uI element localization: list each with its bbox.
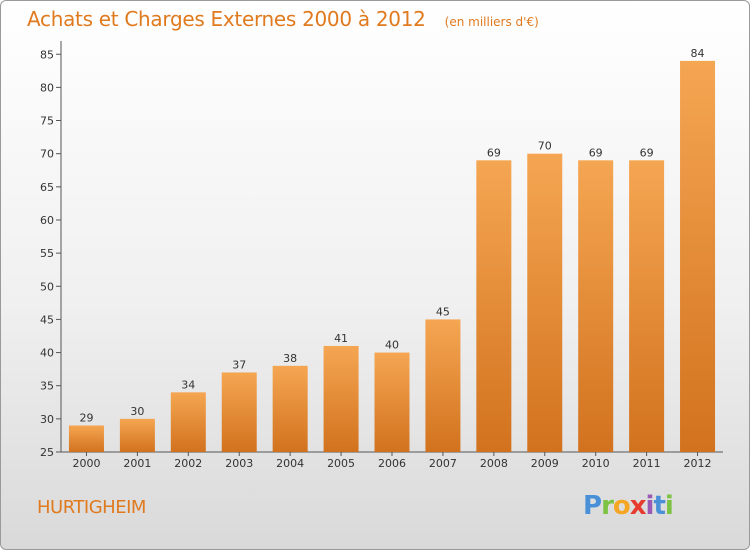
logo-letter: r (601, 491, 614, 521)
title-line: Achats et Charges Externes 2000 à 2012 (… (27, 7, 539, 31)
y-tick-label: 65 (40, 181, 54, 194)
y-tick-label: 70 (40, 148, 54, 161)
data-label: 38 (283, 352, 297, 365)
data-labels-group: 29 30 34 37 38 41 40 45 69 70 69 69 84 (79, 47, 704, 425)
logo-letter: t (653, 491, 665, 521)
bar (680, 60, 716, 453)
x-tick-label: 2010 (582, 457, 610, 470)
bars-group (68, 60, 716, 453)
logo-letter: x (629, 491, 647, 521)
bar (374, 352, 410, 452)
data-label: 37 (232, 358, 246, 371)
data-label: 40 (385, 339, 399, 352)
x-tick-label: 2011 (633, 457, 661, 470)
y-tick-label: 35 (40, 380, 54, 393)
x-tick-label: 2009 (531, 457, 559, 470)
bar (425, 319, 461, 452)
logo-letter: o (612, 491, 631, 521)
data-label: 69 (589, 146, 603, 159)
bar (578, 160, 614, 453)
chart-subtitle: (en milliers d'€) (444, 15, 539, 29)
x-tick-label: 2008 (480, 457, 508, 470)
data-label: 69 (640, 146, 654, 159)
proxiti-logo: Proxiti (583, 491, 674, 521)
y-tick-label: 55 (40, 247, 54, 260)
bar (68, 425, 104, 452)
x-tick-label: 2004 (276, 457, 304, 470)
chart-title: Achats et Charges Externes 2000 à 2012 (27, 7, 426, 31)
x-tick-label: 2012 (684, 457, 712, 470)
data-label: 29 (79, 411, 93, 424)
data-label: 69 (487, 146, 501, 159)
logo-letter: i (664, 491, 674, 521)
bar (323, 345, 359, 452)
data-label: 41 (334, 332, 348, 345)
y-tick-label: 50 (40, 280, 54, 293)
bar (476, 160, 512, 453)
y-tick-label: 75 (40, 115, 54, 128)
axes: 25 30 35 40 45 50 55 60 65 70 75 80 85 2000 2001 2002 20… (40, 41, 723, 470)
data-label: 70 (538, 140, 552, 153)
x-tick-label: 2006 (378, 457, 406, 470)
data-label: 45 (436, 305, 450, 318)
y-tick-label: 60 (40, 214, 54, 227)
bar (527, 153, 563, 452)
y-tick-label: 25 (40, 446, 54, 459)
bar (272, 365, 308, 452)
x-tick-label: 2003 (225, 457, 253, 470)
x-tick-label: 2007 (429, 457, 457, 470)
y-tick-label: 45 (40, 313, 54, 326)
logo-letter: P (583, 491, 602, 521)
x-tick-label: 2005 (327, 457, 355, 470)
x-tick-label: 2000 (72, 457, 100, 470)
x-tick-label: 2001 (123, 457, 151, 470)
y-tick-label: 85 (40, 48, 54, 61)
logo-letter: i (645, 491, 655, 521)
city-name: HURTIGHEIM (37, 497, 146, 518)
bar (170, 392, 206, 452)
y-tick-label: 30 (40, 413, 54, 426)
y-tick-label: 80 (40, 81, 54, 94)
y-tick-label: 40 (40, 347, 54, 360)
bar (629, 160, 665, 453)
bar (119, 418, 155, 452)
data-label: 30 (130, 405, 144, 418)
bar (221, 372, 257, 452)
x-tick-label: 2002 (174, 457, 202, 470)
data-label: 34 (181, 378, 195, 391)
data-label: 84 (691, 47, 705, 60)
